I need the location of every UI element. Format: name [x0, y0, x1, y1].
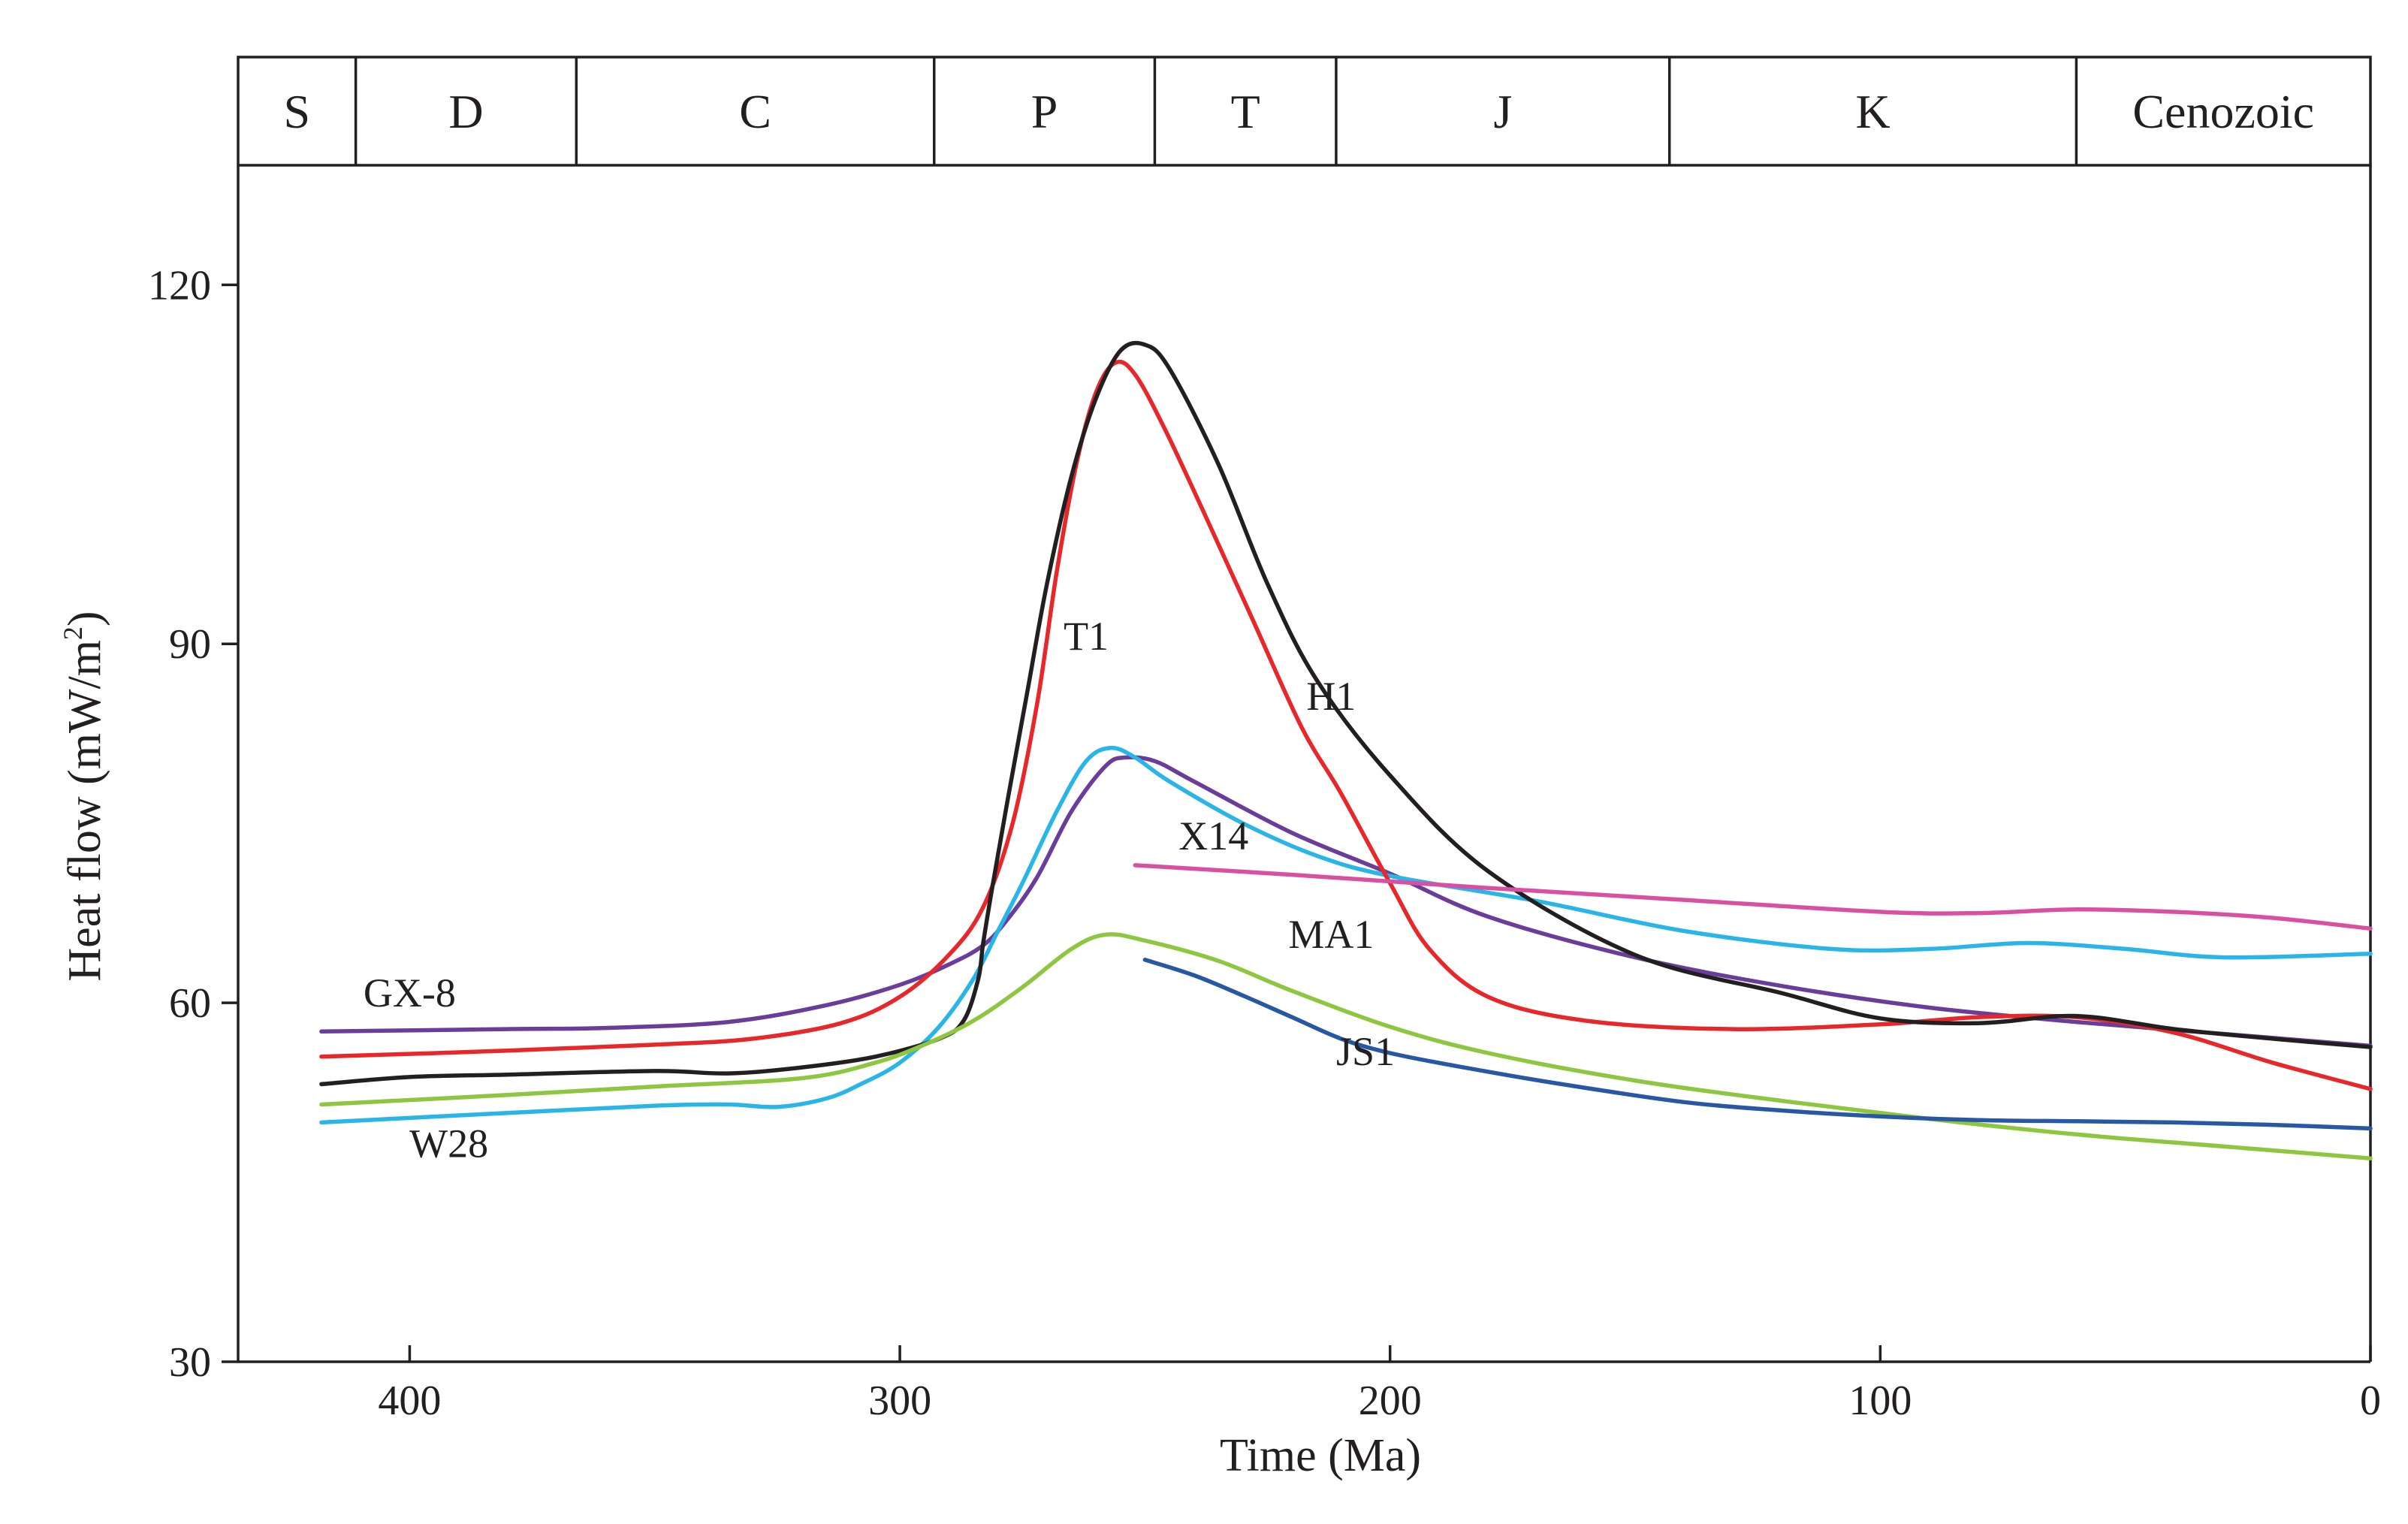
period-label-c: C	[739, 85, 771, 138]
series-label-t1: T1	[1064, 614, 1109, 659]
series-line-js1	[1142, 958, 2373, 1131]
series-line-ma1	[319, 932, 2373, 1160]
y-tick-label: 30	[169, 1339, 211, 1386]
x-tick-label: 300	[868, 1378, 931, 1424]
y-axis-label: Heat flow (mW/m2)	[58, 611, 110, 981]
period-label-cenozoic: Cenozoic	[2132, 85, 2314, 138]
period-label-j: J	[1493, 85, 1512, 138]
geologic-period-bar: S D C P T J K Cenozoic	[237, 56, 2372, 167]
y-axis-label-superscript: 2	[58, 626, 88, 640]
series-line-x14	[1133, 863, 2373, 931]
series-line-h1	[319, 340, 2373, 1087]
y-tick-label: 90	[169, 621, 211, 668]
period-label-p: P	[1031, 85, 1058, 138]
series-label-x14: X14	[1178, 813, 1248, 859]
series-line-w28	[319, 746, 2373, 1125]
y-axis: 30 60 90 120	[148, 262, 238, 1386]
series-label-ma1: MA1	[1288, 912, 1374, 957]
y-axis-label-close: )	[59, 611, 110, 626]
period-label-t: T	[1231, 85, 1260, 138]
x-tick-label: 200	[1359, 1378, 1422, 1424]
series-line-gx-8	[319, 755, 2373, 1049]
series-label-w28: W28	[409, 1121, 488, 1166]
x-tick-label: 0	[2360, 1378, 2381, 1424]
y-tick-label: 60	[169, 980, 211, 1027]
series-label-gx-8: GX-8	[364, 970, 456, 1015]
period-label-s: S	[284, 85, 311, 138]
series-lines	[319, 340, 2373, 1160]
period-label-d: D	[448, 85, 483, 138]
period-bar-frame	[237, 56, 2372, 167]
y-axis-label-main: Heat flow (mW/m	[59, 640, 110, 982]
series-line-t1	[319, 359, 2373, 1091]
series-label-h1: H1	[1306, 674, 1356, 719]
x-tick-label: 100	[1848, 1378, 1912, 1424]
x-axis-label: Time (Ma)	[1220, 1430, 1421, 1481]
x-axis: 400 300 200 100 0	[378, 1345, 2381, 1424]
plot-frame	[237, 165, 2372, 1363]
series-labels: GX-8 W28 T1 H1 X14 MA1 JS1	[364, 614, 1395, 1166]
y-tick-label: 120	[148, 262, 211, 309]
series-label-js1: JS1	[1336, 1029, 1395, 1074]
x-tick-label: 400	[378, 1378, 441, 1424]
period-label-k: K	[1855, 85, 1890, 138]
